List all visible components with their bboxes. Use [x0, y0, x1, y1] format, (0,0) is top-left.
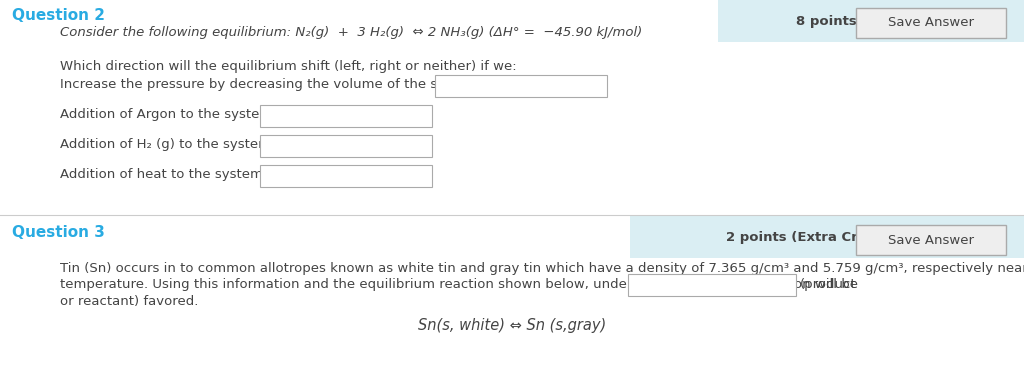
- FancyBboxPatch shape: [718, 0, 1024, 42]
- FancyBboxPatch shape: [628, 274, 796, 296]
- Text: or reactant) favored.: or reactant) favored.: [60, 295, 199, 308]
- Text: 2 points (Extra Credit): 2 points (Extra Credit): [726, 230, 893, 244]
- FancyBboxPatch shape: [856, 8, 1006, 38]
- Text: Addition of heat to the system:: Addition of heat to the system:: [60, 168, 267, 181]
- Text: (product: (product: [800, 278, 857, 291]
- FancyBboxPatch shape: [630, 216, 1024, 258]
- FancyBboxPatch shape: [260, 165, 432, 187]
- Text: Save Answer: Save Answer: [888, 17, 974, 29]
- FancyBboxPatch shape: [260, 135, 432, 157]
- Text: Consider the following equilibrium: N₂(g)  +  3 H₂(g)  ⇔ 2 NH₃(g) (ΔH° =  −45.90: Consider the following equilibrium: N₂(g…: [60, 26, 642, 39]
- Text: Tin (Sn) occurs in to common allotropes known as white tin and gray tin which ha: Tin (Sn) occurs in to common allotropes …: [60, 262, 1024, 275]
- FancyBboxPatch shape: [435, 75, 607, 97]
- Text: Increase the pressure by decreasing the volume of the system:: Increase the pressure by decreasing the …: [60, 78, 482, 91]
- Text: Question 2: Question 2: [12, 8, 105, 23]
- Text: Sn(s, white) ⇔ Sn (s,gray): Sn(s, white) ⇔ Sn (s,gray): [418, 318, 606, 333]
- Text: Save Answer: Save Answer: [888, 233, 974, 247]
- FancyBboxPatch shape: [856, 225, 1006, 255]
- Text: Addition of H₂ (g) to the system:: Addition of H₂ (g) to the system:: [60, 138, 275, 151]
- Text: Question 3: Question 3: [12, 225, 104, 240]
- Text: Addition of Argon to the system:: Addition of Argon to the system:: [60, 108, 276, 121]
- Text: 8 points: 8 points: [796, 14, 857, 28]
- FancyBboxPatch shape: [260, 105, 432, 127]
- Text: Which direction will the equilibrium shift (left, right or neither) if we:: Which direction will the equilibrium shi…: [60, 60, 517, 73]
- Text: temperature. Using this information and the equilibrium reaction shown below, un: temperature. Using this information and …: [60, 278, 858, 291]
